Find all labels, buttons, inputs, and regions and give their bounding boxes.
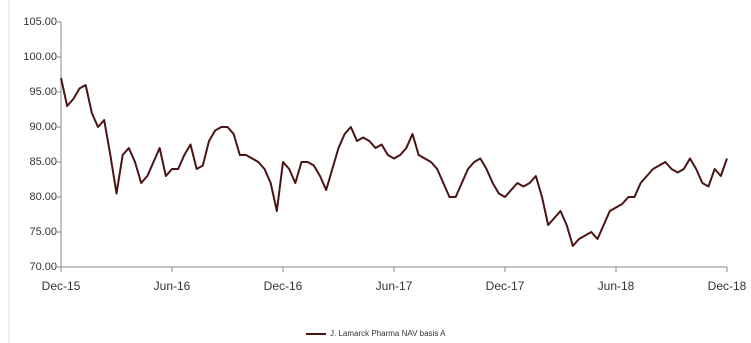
x-tick-label: Dec-18 [708, 279, 747, 293]
y-tick-label: 100.00 [23, 51, 57, 63]
legend-label: J. Lamarck Pharma NAV basis A [330, 329, 446, 338]
y-tick-label: 80.00 [29, 191, 57, 203]
y-tick-label: 85.00 [29, 156, 57, 168]
x-tick-label: Dec-15 [42, 279, 81, 293]
x-tick-label: Dec-17 [486, 279, 525, 293]
y-tick-label: 75.00 [29, 226, 57, 238]
x-tick-label: Dec-16 [264, 279, 303, 293]
x-tick-label: Jun-18 [598, 279, 635, 293]
series-line [60, 77, 728, 247]
y-tick-label: 70.00 [29, 261, 57, 273]
y-tick-label: 90.00 [29, 121, 57, 133]
x-tick-label: Jun-16 [154, 279, 191, 293]
y-tick-label: 105.00 [23, 16, 57, 28]
x-tick-label: Jun-17 [376, 279, 413, 293]
y-tick-label: 95.00 [29, 86, 57, 98]
